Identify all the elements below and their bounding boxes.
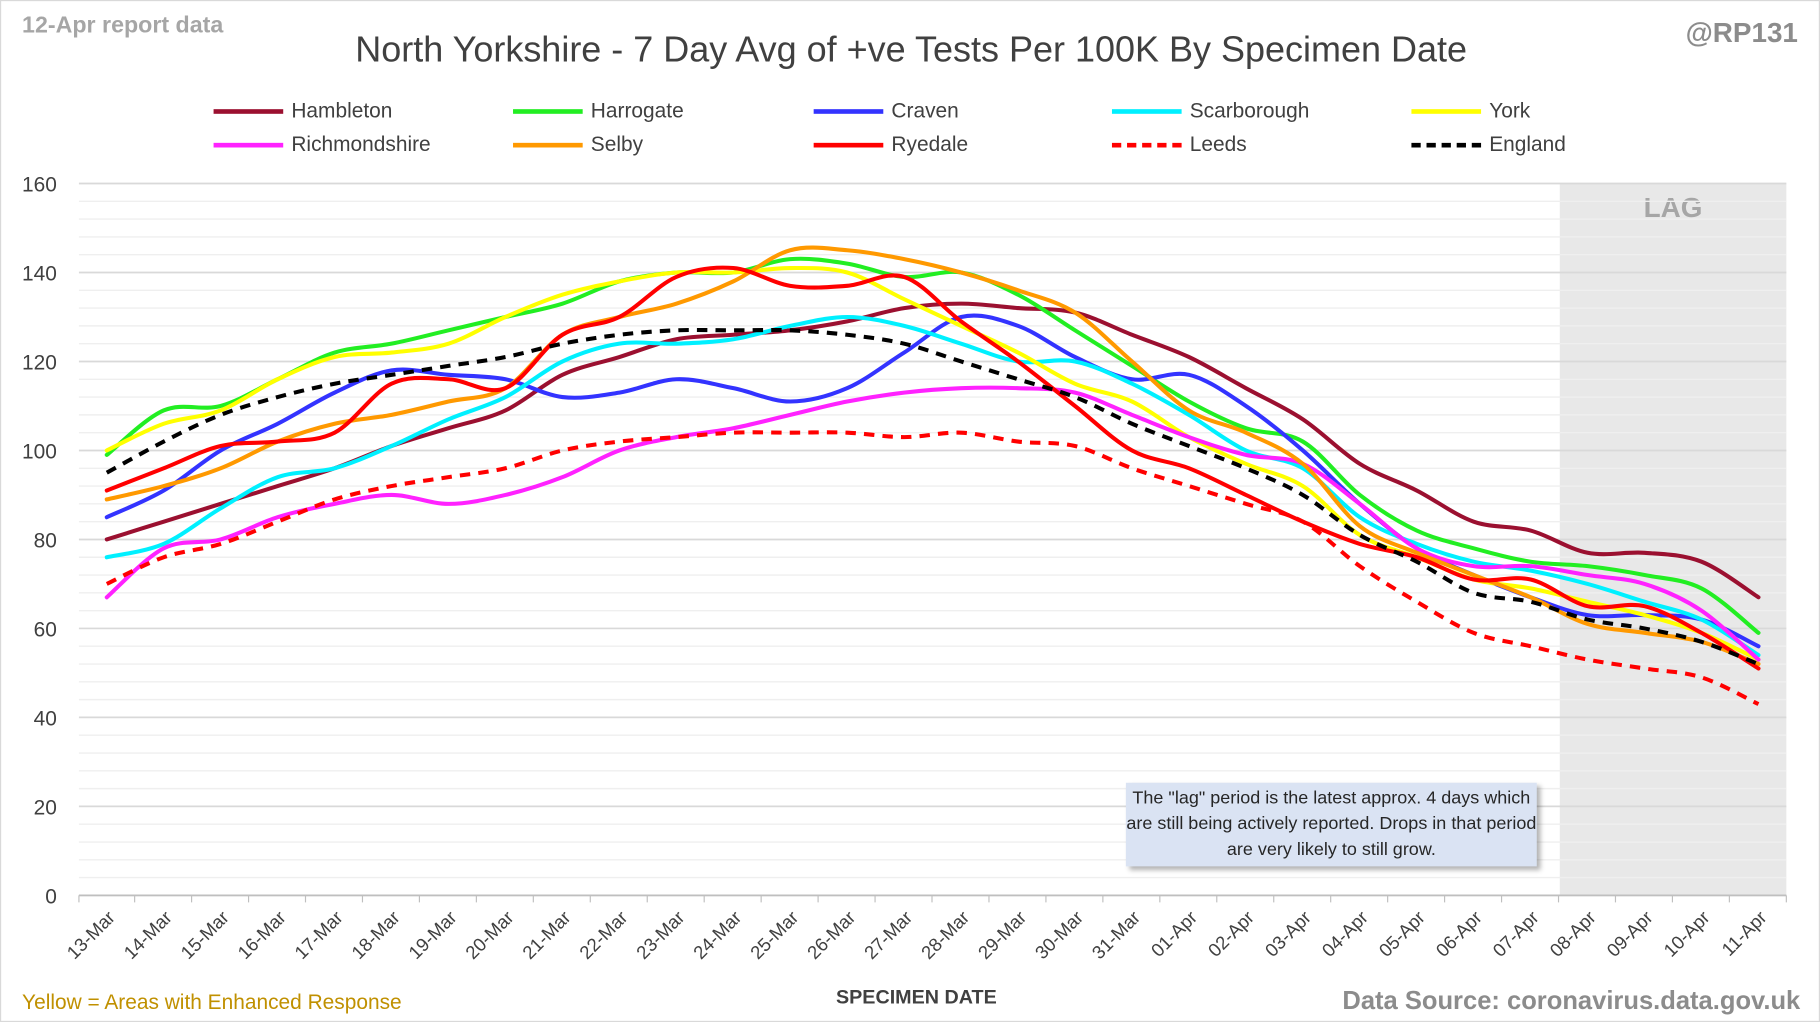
x-tick-label: 22-Mar [575, 907, 631, 963]
y-tick-label: 60 [34, 619, 57, 642]
y-tick-label: 40 [34, 708, 57, 731]
x-tick-label: 27-Mar [860, 907, 916, 963]
x-tick-label: 25-Mar [746, 907, 802, 963]
x-tick-label: 03-Apr [1261, 907, 1315, 961]
x-tick-label: 01-Apr [1147, 907, 1201, 961]
x-tick-label: 15-Mar [176, 907, 232, 963]
y-tick-label: 160 [22, 174, 57, 197]
legend-swatch [1111, 142, 1182, 147]
x-tick-label: 23-Mar [632, 907, 688, 963]
x-tick-label: 07-Apr [1489, 907, 1543, 961]
x-tick-label: 05-Apr [1375, 907, 1429, 961]
x-tick-label: 14-Mar [119, 907, 175, 963]
legend-label: Craven [891, 98, 959, 122]
x-tick-label: 18-Mar [347, 907, 403, 963]
series-line-harrogate [104, 256, 1761, 635]
legend-item-york: York [1411, 99, 1530, 123]
x-tick-label: 26-Mar [803, 907, 859, 963]
x-tick-label: 08-Apr [1545, 907, 1599, 961]
x-tick-label: 31-Mar [1088, 907, 1144, 963]
legend-label: Scarborough [1189, 98, 1310, 122]
x-tick-label: 10-Apr [1659, 907, 1713, 961]
x-tick-label: 09-Apr [1602, 907, 1656, 961]
x-tick-label: 21-Mar [518, 907, 574, 963]
legend-item-richmondshire: Richmondshire [213, 132, 431, 156]
legend-label: Ryedale [891, 132, 969, 156]
y-tick-label: 100 [22, 441, 57, 464]
x-tick-label: 11-Apr [1717, 907, 1770, 960]
chart-title: North Yorkshire - 7 Day Avg of +ve Tests… [355, 29, 1468, 70]
legend-swatch [813, 108, 884, 114]
legend-item-hambleton: Hambleton [213, 98, 393, 123]
legend-swatch [1111, 108, 1182, 114]
legend-label: England [1489, 132, 1566, 156]
legend-label: Harrogate [590, 98, 684, 122]
legend-item-selby: Selby [513, 132, 643, 156]
series-line-england [105, 327, 1760, 666]
legend-item-leeds: Leeds [1111, 132, 1247, 156]
legend-swatch [1411, 108, 1482, 114]
legend-label: Hambleton [291, 98, 393, 122]
x-tick-label: 19-Mar [404, 907, 460, 963]
author-handle: @RP131 [1685, 17, 1798, 49]
legend-swatch [213, 108, 284, 114]
lag-label: LAG [1644, 192, 1703, 223]
series-line-richmondshire [104, 385, 1761, 662]
legend-swatch [1411, 142, 1482, 147]
legend-swatch [513, 108, 583, 114]
report-date-label: 12-Apr report data [22, 12, 224, 39]
series-line-ryedale [104, 265, 1761, 671]
x-tick-label: 02-Apr [1204, 907, 1258, 961]
series-line-selby [104, 245, 1761, 667]
data-source: Data Source: coronavirus.data.gov.uk [1342, 985, 1801, 1016]
x-tick-label: 04-Apr [1318, 907, 1372, 961]
legend-item-harrogate: Harrogate [513, 99, 684, 123]
x-tick-label: 13-Mar [62, 907, 118, 963]
legend-label: Selby [590, 132, 644, 156]
legend-item-ryedale: Ryedale [813, 132, 969, 156]
legend-label: York [1489, 98, 1531, 122]
legend-swatch [813, 142, 884, 147]
x-tick-label: 16-Mar [233, 907, 289, 963]
legend-swatch [213, 142, 284, 147]
x-tick-label: 30-Mar [1031, 907, 1087, 963]
y-tick-label: 80 [34, 530, 57, 553]
x-tick-label: 17-Mar [290, 907, 346, 963]
enhanced-response-note: Yellow = Areas with Enhanced Response [22, 990, 402, 1014]
x-tick-label: 20-Mar [461, 907, 517, 963]
legend-label: Richmondshire [291, 132, 431, 156]
series-line-leeds [105, 430, 1760, 706]
legend-item-england: England [1411, 132, 1566, 156]
legend-label: Leeds [1189, 132, 1247, 156]
x-axis-title: SPECIMEN DATE [835, 985, 997, 1009]
y-tick-label: 0 [45, 886, 57, 909]
y-tick-label: 140 [22, 263, 57, 286]
legend-item-craven: Craven [813, 98, 959, 123]
lag-annotation: The "lag" period is the latest approx. 4… [1125, 782, 1537, 867]
series-line-scarborough [104, 314, 1761, 658]
legend-swatch [513, 142, 583, 147]
y-tick-label: 20 [34, 797, 57, 820]
x-tick-label: 29-Mar [974, 907, 1030, 963]
x-tick-label: 28-Mar [917, 907, 973, 963]
series-line-york [104, 265, 1761, 662]
legend-item-scarborough: Scarborough [1111, 98, 1310, 123]
series-line-craven [104, 313, 1761, 649]
x-tick-label: 24-Mar [689, 907, 745, 963]
y-tick-label: 120 [22, 352, 57, 375]
x-tick-label: 06-Apr [1432, 907, 1486, 961]
